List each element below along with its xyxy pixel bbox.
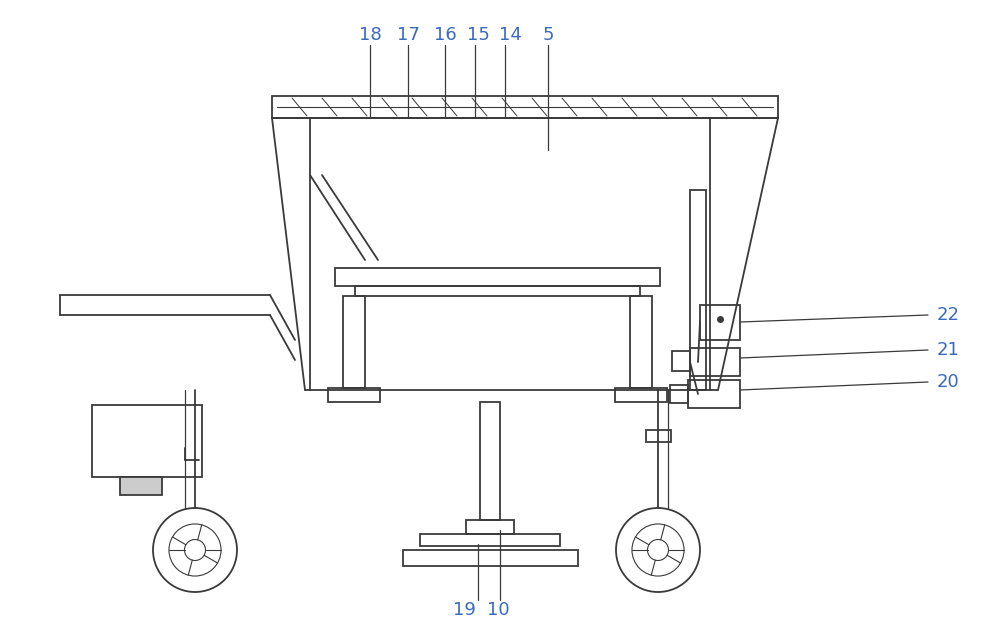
Bar [328, 388, 380, 402]
Text: 16: 16 [434, 26, 456, 44]
Bar [688, 380, 740, 408]
Text: 17: 17 [397, 26, 419, 44]
Text: 18: 18 [359, 26, 381, 44]
Bar [630, 296, 652, 388]
Bar [670, 385, 688, 403]
Text: 14: 14 [499, 26, 521, 44]
Bar [480, 402, 500, 520]
Bar [355, 286, 640, 296]
Bar [646, 430, 671, 442]
Text: 5: 5 [542, 26, 554, 44]
Bar [403, 550, 578, 566]
Bar [615, 388, 667, 402]
Bar [343, 296, 365, 388]
Bar [700, 305, 740, 340]
Bar [690, 348, 740, 376]
Text: 21: 21 [937, 341, 959, 359]
Bar [466, 520, 514, 534]
Bar [672, 351, 690, 371]
Bar [120, 477, 162, 495]
Text: 20: 20 [937, 373, 959, 391]
Bar [335, 268, 660, 286]
Bar [92, 405, 202, 477]
Bar [690, 190, 706, 390]
Bar [272, 96, 778, 118]
Text: 15: 15 [467, 26, 489, 44]
Text: 19: 19 [453, 601, 475, 619]
Bar [420, 534, 560, 546]
Text: 22: 22 [936, 306, 960, 324]
Text: 10: 10 [487, 601, 509, 619]
